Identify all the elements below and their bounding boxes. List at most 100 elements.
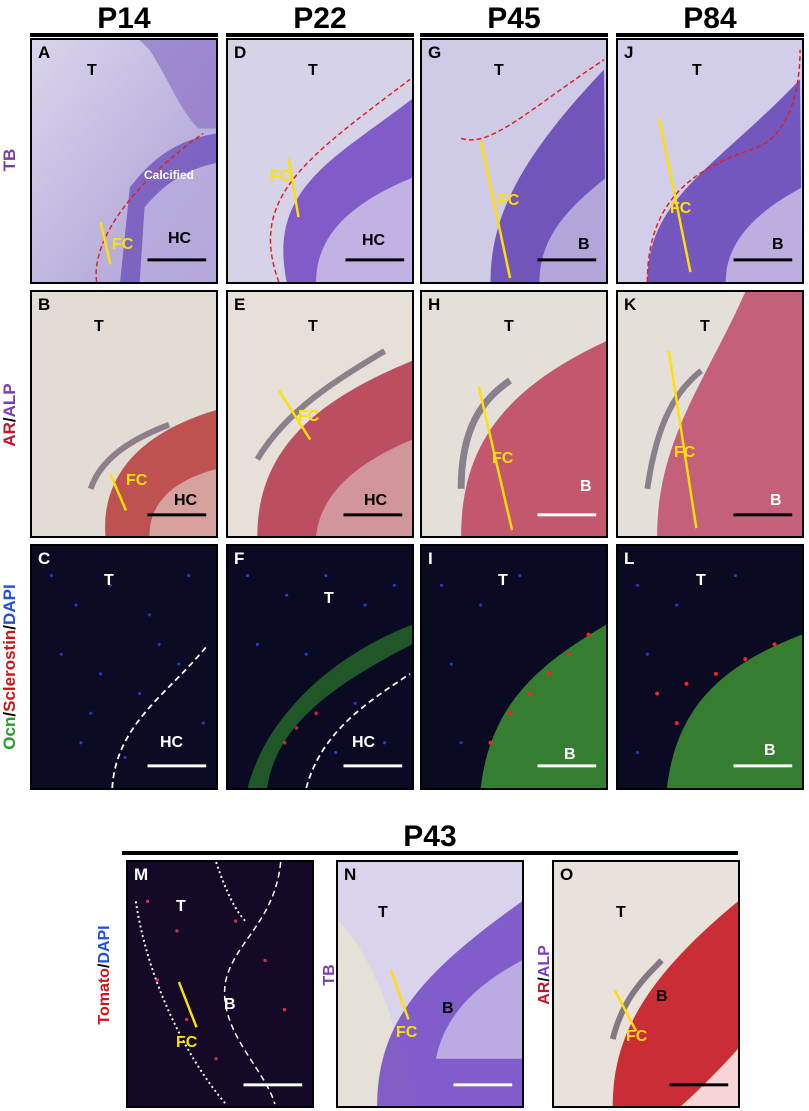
label-tendon: T	[94, 318, 104, 335]
label-tendon: T	[696, 572, 706, 589]
label-tendon: T	[324, 590, 334, 607]
row-label-part: Tomato	[96, 968, 113, 1025]
label-fibrocartilage: FC	[670, 200, 692, 217]
label-hypertrophic-chondrocytes: HC	[160, 734, 184, 751]
panel-c-image	[32, 546, 216, 788]
label-fibrocartilage: FC	[176, 1034, 198, 1051]
label-tendon: T	[494, 62, 504, 79]
row-label-part: ALP	[536, 945, 553, 978]
row-label-ar-alp: AR/ALP	[0, 370, 20, 460]
panel-k-image	[618, 292, 802, 536]
column-title-p22: P22	[293, 2, 347, 35]
row-label-part: /	[536, 977, 553, 982]
panel-letter: G	[428, 43, 442, 62]
panel-letter: E	[234, 295, 246, 314]
panel-letter: H	[428, 295, 441, 314]
panel-letter: A	[38, 43, 51, 62]
panel-a-image	[32, 40, 216, 282]
panel-h: H T FC B	[420, 290, 608, 538]
panel-letter: B	[38, 295, 51, 314]
label-tendon: T	[104, 572, 114, 589]
label-bone: B	[770, 492, 782, 509]
label-fibrocartilage: FC	[626, 1028, 648, 1045]
label-hypertrophic-chondrocytes: HC	[362, 232, 386, 249]
label-hypertrophic-chondrocytes: HC	[168, 230, 192, 247]
column-bar-p84	[616, 33, 804, 37]
label-bone: B	[578, 236, 590, 253]
panel-g: G T FC B	[420, 38, 608, 284]
label-bone: B	[656, 988, 668, 1005]
panel-g-image	[422, 40, 606, 282]
panel-letter: J	[624, 43, 634, 62]
panel-k: K T FC B	[616, 290, 804, 538]
bottom-title-bar	[122, 851, 738, 855]
label-hypertrophic-chondrocytes: HC	[174, 492, 198, 509]
panel-m-image	[128, 862, 312, 1106]
label-tendon: T	[308, 62, 318, 79]
panel-b-image	[32, 292, 216, 536]
column-bar-p22	[226, 33, 414, 37]
panel-letter: N	[344, 865, 357, 884]
label-tomato-dapi: Tomato/DAPI	[96, 920, 114, 1030]
label-hypertrophic-chondrocytes: HC	[364, 492, 388, 509]
panel-a: A T Calcified FC HC	[30, 38, 218, 284]
column-title-p84: P84	[683, 2, 737, 35]
panel-f-image	[228, 546, 412, 788]
label-fibrocartilage: FC	[298, 408, 320, 425]
panel-i: I T B	[420, 544, 608, 790]
row-label-part: ALP	[0, 383, 19, 418]
label-tendon: T	[176, 898, 186, 915]
bottom-title-p43: P43	[403, 820, 457, 853]
panel-o: O T FC B	[552, 860, 740, 1108]
row-label-part: /	[0, 711, 19, 717]
label-fibrocartilage: FC	[270, 168, 292, 185]
panel-l: L T B	[616, 544, 804, 790]
label-calcified: Calcified	[144, 168, 195, 182]
panel-letter: D	[234, 43, 247, 62]
label-bone: B	[564, 746, 576, 763]
label-fibrocartilage: FC	[492, 450, 514, 467]
row-label-part: AR	[536, 981, 553, 1005]
label-tendon: T	[498, 572, 508, 589]
label-tendon: T	[692, 62, 702, 79]
column-title-p45: P45	[487, 2, 541, 35]
label-tendon: T	[700, 318, 710, 335]
row-label-part: AR	[0, 422, 19, 447]
panel-d-image	[228, 40, 412, 282]
label-fibrocartilage: FC	[498, 192, 520, 209]
panel-j-image	[618, 40, 802, 282]
row-label-part: DAPI	[96, 925, 113, 964]
label-bone: B	[580, 478, 592, 495]
panel-letter: C	[38, 549, 51, 568]
panel-l-image	[618, 546, 802, 788]
panel-j: J T FC B	[616, 38, 804, 284]
label-tendon: T	[616, 904, 626, 921]
row-label-part: Ocn	[0, 716, 19, 750]
panel-letter: O	[560, 865, 574, 884]
row-label-part: DAPI	[0, 584, 19, 625]
row-label-part: Sclerostin	[0, 629, 19, 712]
panel-letter: K	[624, 295, 637, 314]
panel-letter: L	[624, 549, 635, 568]
label-tendon: T	[308, 318, 318, 335]
label-fibrocartilage: FC	[674, 444, 696, 461]
label-tendon: T	[87, 62, 97, 79]
column-bar-p45	[420, 33, 608, 37]
label-bone: B	[764, 742, 776, 759]
row-label-part: TB	[0, 148, 19, 172]
panel-d: D T FC HC	[226, 38, 414, 284]
panel-b: B T FC HC	[30, 290, 218, 538]
label-tendon: T	[504, 318, 514, 335]
row-label-part: /	[0, 624, 19, 630]
label-bone: B	[442, 1000, 454, 1017]
panel-n-image	[338, 862, 522, 1106]
panel-e: E T FC HC	[226, 290, 414, 538]
label-bone: B	[224, 996, 236, 1013]
panel-c: C T HC	[30, 544, 218, 790]
panel-i-image	[422, 546, 606, 788]
label-bone: B	[772, 236, 784, 253]
panel-o-image	[554, 862, 738, 1106]
panel-f: F T HC	[226, 544, 414, 790]
row-label-part: /	[0, 417, 19, 423]
label-fibrocartilage: FC	[112, 236, 134, 253]
